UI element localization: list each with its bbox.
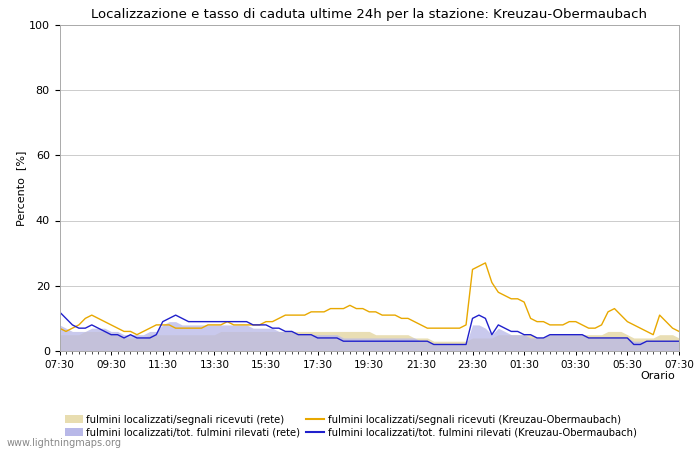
Title: Localizzazione e tasso di caduta ultime 24h per la stazione: Kreuzau-Obermaubach: Localizzazione e tasso di caduta ultime … xyxy=(91,8,648,21)
Y-axis label: Percento  [%]: Percento [%] xyxy=(16,150,26,225)
Legend: fulmini localizzati/segnali ricevuti (rete), fulmini localizzati/tot. fulmini ri: fulmini localizzati/segnali ricevuti (re… xyxy=(64,415,636,438)
Text: Orario: Orario xyxy=(640,371,676,381)
Text: www.lightningmaps.org: www.lightningmaps.org xyxy=(7,438,122,448)
